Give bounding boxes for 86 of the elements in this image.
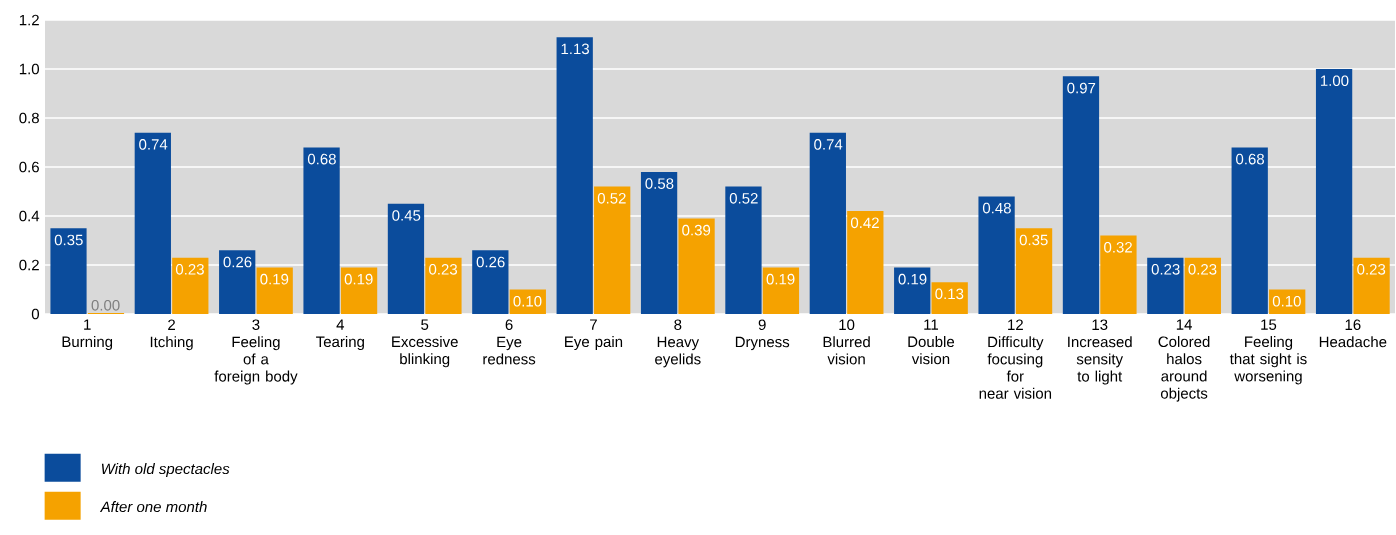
y-tick-label: 0 [31, 308, 40, 320]
data-label: 0.42 [850, 217, 879, 229]
x-tick-label: 9 Dryness [735, 319, 790, 351]
bar [340, 267, 378, 314]
x-tick-label: 3 Feeling of a foreign body [214, 319, 298, 385]
bar [1147, 257, 1184, 314]
data-label: 0.45 [392, 210, 421, 221]
data-label: 0.74 [139, 139, 168, 150]
data-label: 0.35 [54, 234, 83, 246]
x-tick-label: 13 Increased sensity to light [1068, 319, 1132, 385]
data-label: 0.13 [935, 288, 964, 300]
bar [303, 147, 340, 314]
legend-label: After one month [99, 501, 207, 513]
bar [387, 203, 425, 314]
x-tick-label: 8 Heavy eyelids [655, 319, 701, 368]
bar [1231, 147, 1268, 314]
bar [1015, 228, 1053, 314]
bar [1062, 76, 1100, 314]
bar [1100, 235, 1137, 314]
data-label: 0.23 [1188, 264, 1217, 275]
x-tick-label: 5 Excessive blinking [392, 319, 458, 368]
bar [978, 196, 1015, 314]
data-label: 0.19 [766, 273, 795, 285]
bar [762, 267, 800, 314]
data-label: 0.19 [344, 273, 373, 285]
bar [556, 37, 593, 314]
x-tick-label: 15 Feeling that sight is worsening [1229, 319, 1307, 385]
data-label: 0.23 [1151, 264, 1180, 275]
data-label: 1.00 [1320, 75, 1349, 87]
bar [640, 171, 678, 314]
bar [1315, 69, 1353, 314]
x-tick-label: 14 Colored halos around objects [1158, 319, 1210, 402]
x-tick-label: 16 Headache [1319, 319, 1387, 348]
data-label: 0.19 [260, 273, 289, 285]
x-tick-label: 10 Blurred vision [823, 319, 870, 365]
data-label: 0.39 [682, 224, 711, 236]
data-label: 0.48 [982, 202, 1011, 214]
bar [847, 211, 884, 314]
bar [256, 267, 293, 314]
data-label: 0.32 [1104, 242, 1132, 253]
bar [678, 218, 715, 314]
data-label: 0.10 [513, 295, 542, 307]
y-tick-label: 0.4 [19, 210, 40, 222]
data-label: 0.23 [429, 264, 458, 275]
data-label: 0.52 [729, 193, 758, 204]
data-label: 0.23 [175, 264, 204, 275]
y-tick-label: 0.2 [19, 259, 39, 271]
y-tick-label: 1.0 [19, 63, 40, 75]
data-label: 0.58 [645, 178, 674, 189]
legend-label: With old spectacles [101, 463, 230, 478]
data-label: 0.19 [898, 273, 927, 285]
x-tick-label: 2 Itching [150, 319, 193, 351]
x-tick-label: 6 Eye redness [483, 319, 536, 365]
bar [725, 186, 762, 314]
data-label: 0.26 [223, 256, 252, 268]
y-tick-label: 0.6 [19, 161, 39, 173]
data-label: 0.10 [1272, 295, 1301, 307]
bar [1184, 257, 1221, 314]
bar [425, 257, 462, 314]
y-tick-label: 0.8 [19, 112, 39, 124]
bar [50, 228, 87, 314]
y-tick-label: 1.2 [19, 14, 39, 26]
data-label: 0.97 [1067, 82, 1096, 94]
data-label: 0.68 [307, 153, 336, 165]
bar [134, 132, 171, 314]
bar [172, 257, 209, 314]
bar [931, 282, 968, 314]
data-label: 1.13 [561, 43, 589, 55]
x-tick-label: 1 Burning [62, 319, 113, 351]
bar [472, 250, 509, 314]
x-tick-label: 7 Eye pain [565, 319, 623, 351]
data-label: 0.74 [814, 139, 843, 150]
bar [1353, 257, 1390, 314]
x-tick-label: 11 Double vision [908, 319, 955, 365]
data-label: 0.26 [476, 256, 505, 268]
data-label: 0.00 [91, 300, 120, 311]
x-tick-label: 12 Difficulty focusing for near vision [979, 319, 1052, 399]
data-label: 0.35 [1019, 234, 1048, 246]
data-label: 0.52 [597, 193, 626, 204]
bar [809, 132, 846, 314]
data-label: 0.68 [1236, 153, 1264, 165]
bar [594, 186, 631, 314]
data-label: 0.23 [1357, 264, 1386, 275]
x-tick-label: 4 Tearing [316, 319, 364, 351]
bar [894, 267, 931, 314]
bar [219, 250, 256, 314]
